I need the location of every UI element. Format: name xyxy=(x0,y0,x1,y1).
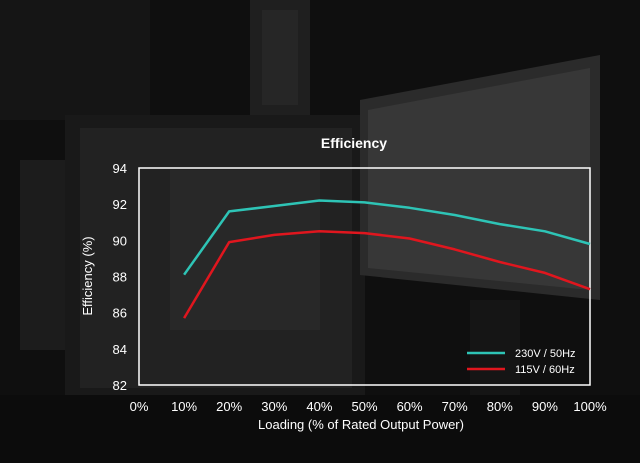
y-axis-ticks: 82 84 86 88 90 92 94 xyxy=(113,161,127,393)
x-tick-label: 60% xyxy=(397,399,423,414)
legend-label-230v: 230V / 50Hz xyxy=(515,348,576,360)
x-tick-label: 10% xyxy=(171,399,197,414)
x-tick-label: 90% xyxy=(532,399,558,414)
x-tick-label: 50% xyxy=(351,399,377,414)
plot-area-frame xyxy=(138,167,591,386)
series-lines xyxy=(183,199,591,319)
y-tick-label: 86 xyxy=(113,306,127,321)
series-line-115v xyxy=(183,230,591,319)
y-tick-label: 92 xyxy=(113,197,127,212)
x-axis-ticks: 0% 10% 20% 30% 40% 50% 60% 70% 80% 90% 100% xyxy=(130,399,607,414)
legend-label-115v: 115V / 60Hz xyxy=(515,364,575,376)
x-tick-label: 40% xyxy=(306,399,332,414)
x-axis-title: Loading (% of Rated Output Power) xyxy=(258,417,464,432)
y-tick-label: 94 xyxy=(113,161,127,176)
y-tick-label: 88 xyxy=(113,270,127,285)
y-tick-label: 84 xyxy=(113,342,127,357)
x-tick-label: 70% xyxy=(442,399,468,414)
x-tick-label: 30% xyxy=(261,399,287,414)
series-line-230v xyxy=(183,199,591,276)
y-tick-label: 90 xyxy=(113,233,127,248)
x-tick-label: 20% xyxy=(216,399,242,414)
chart-title: Efficiency xyxy=(321,135,387,151)
y-tick-label: 82 xyxy=(113,378,127,393)
x-tick-label: 0% xyxy=(130,399,149,414)
x-tick-label: 80% xyxy=(487,399,513,414)
x-tick-label: 100% xyxy=(573,399,607,414)
legend: 230V / 50Hz 115V / 60Hz xyxy=(467,348,576,376)
y-axis-title: Efficiency (%) xyxy=(80,236,95,315)
